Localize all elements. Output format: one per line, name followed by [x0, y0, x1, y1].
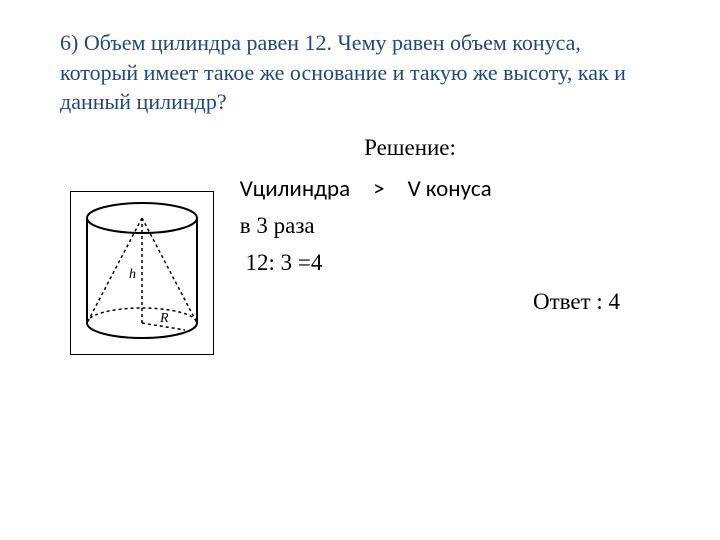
- content-row: h R Vцилиндра > V конуса в 3 раза 12: 3 …: [60, 171, 660, 355]
- ratio-line: в 3 раза: [234, 208, 660, 245]
- calc-line: 12: 3 =4: [234, 245, 660, 282]
- gt-sign: >: [373, 175, 384, 203]
- problem-title: 6) Объем цилиндра равен 12. Чему равен о…: [60, 28, 660, 117]
- comparison-line: Vцилиндра > V конуса: [234, 171, 660, 208]
- r-label: R: [159, 311, 169, 326]
- answer-line: Ответ : 4: [234, 289, 660, 315]
- v-cone: V конуса: [408, 175, 492, 203]
- diagram-frame: h R: [70, 191, 214, 355]
- solution-text: Vцилиндра > V конуса в 3 раза 12: 3 =4 О…: [214, 171, 660, 315]
- solution-heading: Решение:: [160, 135, 660, 161]
- h-label: h: [129, 267, 136, 282]
- v-cylinder: Vцилиндра: [240, 175, 350, 203]
- cylinder-cone-diagram: h R: [77, 198, 207, 343]
